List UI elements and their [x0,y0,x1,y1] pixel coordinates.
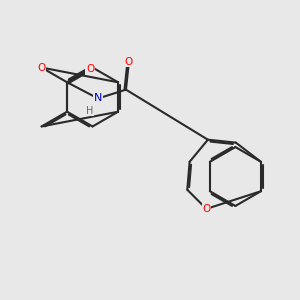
Text: H: H [86,106,93,116]
Text: O: O [202,204,211,214]
Text: O: O [86,64,94,74]
Text: O: O [38,63,46,73]
Text: N: N [94,94,102,103]
Text: O: O [125,57,133,67]
